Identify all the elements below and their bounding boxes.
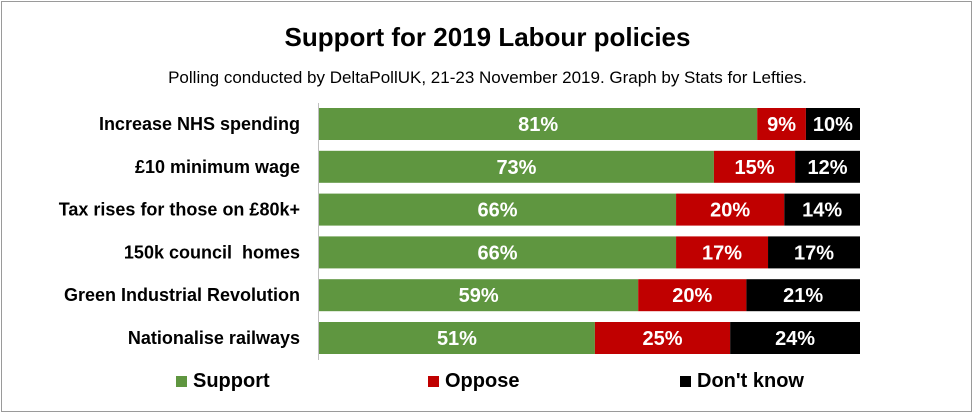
chart-subtitle: Polling conducted by DeltaPollUK, 21-23 … bbox=[168, 68, 807, 87]
category-label: Green Industrial Revolution bbox=[64, 285, 300, 305]
bar-segment bbox=[730, 322, 860, 354]
bar-segment bbox=[713, 150, 796, 183]
data-label: 14% bbox=[802, 200, 842, 222]
bar-segment bbox=[676, 193, 785, 226]
data-label: 24% bbox=[775, 328, 815, 350]
data-label: 66% bbox=[478, 200, 518, 222]
data-label: 12% bbox=[808, 157, 848, 179]
data-label: 10% bbox=[813, 114, 853, 136]
data-label: 73% bbox=[496, 157, 536, 179]
bar-segment bbox=[805, 108, 860, 140]
bar-segment bbox=[746, 279, 860, 312]
legend-item: Support bbox=[176, 370, 270, 393]
bar-segment bbox=[319, 108, 758, 140]
data-label: 59% bbox=[459, 285, 499, 307]
bar-segment bbox=[319, 236, 677, 269]
bar-segment bbox=[319, 150, 714, 183]
bar-segment bbox=[676, 236, 769, 269]
category-label: £10 minimum wage bbox=[135, 157, 300, 177]
data-label: 81% bbox=[518, 114, 558, 136]
legend-label: Oppose bbox=[445, 370, 520, 392]
data-label: 17% bbox=[794, 242, 834, 264]
bar-segment bbox=[638, 279, 747, 312]
data-label: 17% bbox=[702, 242, 742, 264]
data-label: 51% bbox=[437, 328, 477, 350]
legend-swatch bbox=[680, 376, 691, 387]
bar-segment bbox=[757, 108, 806, 140]
data-label: 20% bbox=[672, 285, 712, 307]
legend-swatch bbox=[176, 376, 187, 387]
category-label: Increase NHS spending bbox=[99, 114, 300, 134]
bar-segment bbox=[768, 236, 860, 269]
data-label: 9% bbox=[767, 114, 796, 136]
bar-segment bbox=[319, 279, 639, 312]
category-label: 150k council homes bbox=[124, 242, 300, 262]
bar-segment bbox=[319, 322, 595, 354]
category-label: Tax rises for those on £80k+ bbox=[59, 200, 300, 220]
bar-segment bbox=[319, 193, 677, 226]
data-label: 66% bbox=[478, 242, 518, 264]
category-label: Nationalise railways bbox=[128, 328, 300, 348]
legend-item: Don't know bbox=[680, 370, 804, 393]
data-label: 21% bbox=[783, 285, 823, 307]
chart-legend: Support Oppose Don't know bbox=[0, 370, 975, 398]
legend-label: Don't know bbox=[697, 370, 804, 392]
legend-item: Oppose bbox=[428, 370, 519, 393]
legend-swatch bbox=[428, 376, 439, 387]
bar-segment bbox=[795, 150, 860, 183]
data-label: 20% bbox=[710, 200, 750, 222]
data-label: 15% bbox=[734, 157, 774, 179]
bar-segment bbox=[594, 322, 731, 354]
bar-segment bbox=[784, 193, 860, 226]
data-label: 25% bbox=[643, 328, 683, 350]
chart-title: Support for 2019 Labour policies bbox=[284, 22, 691, 52]
legend-label: Support bbox=[193, 370, 270, 392]
